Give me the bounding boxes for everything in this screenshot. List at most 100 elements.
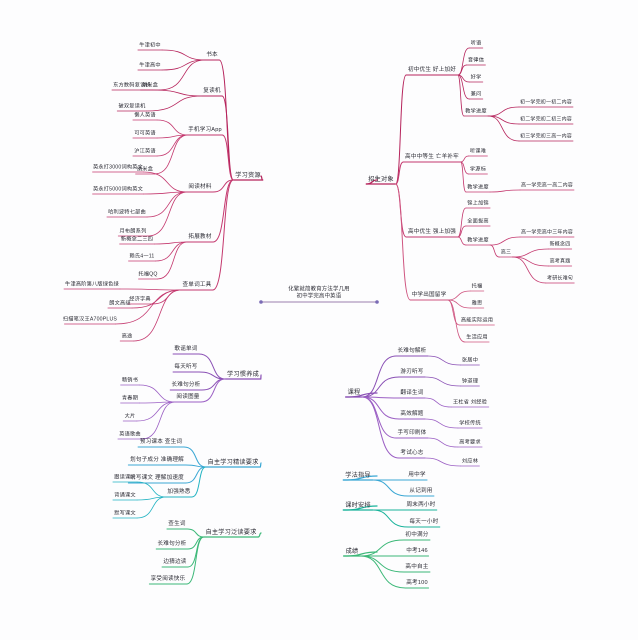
node-高考真题[interactable]: 高考真题 bbox=[549, 258, 571, 265]
node-好学[interactable]: 好学 bbox=[470, 74, 482, 81]
node-中考146[interactable]: 中考146 bbox=[406, 548, 428, 555]
node-纳米盒[interactable]: 纳米盒 bbox=[141, 82, 159, 89]
branch-xuefazhidao[interactable]: 学法指导 bbox=[345, 471, 371, 479]
node-从记到用[interactable]: 从记到用 bbox=[409, 488, 433, 495]
node-每天听写[interactable]: 每天听写 bbox=[174, 364, 198, 371]
node-听写课文 理解加速度[interactable]: 听写课文 理解加速度 bbox=[130, 475, 184, 482]
node-高中中等生 亡羊补牢[interactable]: 高中中等生 亡羊补牢 bbox=[405, 154, 459, 161]
node-哈利波特七部曲[interactable]: 哈利波特七部曲 bbox=[108, 209, 146, 216]
node-音律信[interactable]: 音律信 bbox=[467, 57, 485, 64]
node-托福[interactable]: 托福 bbox=[471, 283, 483, 290]
branch-xuexiziyuan[interactable]: 学习资源 bbox=[235, 171, 261, 179]
node-游刃听写[interactable]: 游刃听写 bbox=[400, 369, 424, 376]
node-畅销书[interactable]: 畅销书 bbox=[121, 377, 139, 384]
node-学源标[interactable]: 学源标 bbox=[469, 166, 487, 173]
node-高中自主[interactable]: 高中自主 bbox=[405, 564, 429, 571]
node-听语[interactable]: 听语 bbox=[470, 40, 482, 47]
node-手写印刷体[interactable]: 手写印刷体 bbox=[397, 430, 427, 437]
node-跟读课文[interactable]: 跟读课文 bbox=[114, 474, 136, 481]
node-加强熟悉[interactable]: 加强熟悉 bbox=[167, 489, 191, 496]
node-沪江英语[interactable]: 沪江英语 bbox=[134, 148, 156, 155]
node-边猜边读[interactable]: 边猜边读 bbox=[163, 559, 187, 566]
node-背诵课文[interactable]: 背诵课文 bbox=[114, 492, 136, 499]
node-学校传统[interactable]: 学校传统 bbox=[459, 420, 481, 427]
node-每天一小时[interactable]: 每天一小时 bbox=[409, 519, 439, 526]
node-新概念二三四[interactable]: 新概念二三四 bbox=[120, 236, 154, 243]
branch-chengji[interactable]: 成绩 bbox=[345, 547, 359, 555]
node-纳米盒[interactable]: 纳米盒 bbox=[136, 166, 154, 173]
node-教学进度[interactable]: 教学进度 bbox=[467, 237, 489, 244]
node-高考要求[interactable]: 高考要求 bbox=[459, 439, 481, 446]
node-预习课本 查生词[interactable]: 预习课本 查生词 bbox=[139, 439, 183, 446]
node-高一学完高一高二内容[interactable]: 高一学完高一高二内容 bbox=[520, 182, 574, 189]
node-查单词工具[interactable]: 查单词工具 bbox=[182, 282, 212, 289]
node-高一学完高中三年内容[interactable]: 高一学完高中三年内容 bbox=[520, 229, 574, 236]
node-张居中[interactable]: 张居中 bbox=[461, 357, 479, 364]
node-翻译生词[interactable]: 翻译生词 bbox=[400, 390, 424, 397]
node-雅思[interactable]: 雅思 bbox=[471, 300, 483, 307]
node-长难句解析[interactable]: 长难句解析 bbox=[397, 348, 427, 355]
branch-zizhuxuexi1[interactable]: 自主学习精读要求 bbox=[207, 458, 259, 466]
node-高三[interactable]: 高三 bbox=[500, 249, 512, 256]
node-高中优生 强上加强[interactable]: 高中优生 强上加强 bbox=[407, 229, 457, 236]
node-破双复读机[interactable]: 破双复读机 bbox=[118, 103, 146, 110]
node-中学出国留学[interactable]: 中学出国留学 bbox=[411, 292, 447, 299]
node-全面拔高[interactable]: 全面拔高 bbox=[467, 218, 489, 225]
node-王杜省 刘经验[interactable]: 王杜省 刘经验 bbox=[453, 399, 487, 406]
branch-zizhuxuexi2[interactable]: 自主学习泛读要求 bbox=[205, 528, 257, 536]
node-歌谣单词[interactable]: 歌谣单词 bbox=[174, 346, 198, 353]
node-懒人英语[interactable]: 懒人英语 bbox=[134, 112, 156, 119]
node-刘应林[interactable]: 刘应林 bbox=[461, 458, 479, 465]
node-新概念四[interactable]: 新概念四 bbox=[549, 241, 571, 248]
node-牛津初中[interactable]: 牛津初中 bbox=[139, 42, 161, 49]
node-复读机[interactable]: 复读机 bbox=[203, 88, 221, 95]
node-初三学完初三高一内容[interactable]: 初三学完初三高一内容 bbox=[519, 133, 573, 140]
node-教学进度[interactable]: 教学进度 bbox=[465, 108, 487, 115]
node-牛津高阶第八版绿色绿[interactable]: 牛津高阶第八版绿色绿 bbox=[65, 281, 119, 288]
node-周末两小时[interactable]: 周末两小时 bbox=[406, 502, 436, 509]
node-享受阅读快乐[interactable]: 享受阅读快乐 bbox=[150, 576, 186, 583]
node-月布朗系列[interactable]: 月布朗系列 bbox=[119, 228, 147, 235]
node-初中满分[interactable]: 初中满分 bbox=[405, 532, 429, 539]
node-长难句分析[interactable]: 长难句分析 bbox=[157, 541, 187, 548]
node-默写课文[interactable]: 默写课文 bbox=[114, 510, 136, 517]
node-用中学[interactable]: 用中学 bbox=[408, 472, 426, 479]
node-青春期[interactable]: 青春期 bbox=[121, 395, 139, 402]
node-英永打3000词构英[interactable]: 英永打3000词构英文 bbox=[92, 164, 144, 171]
node-托福QQ[interactable]: 托福QQ bbox=[138, 271, 158, 278]
node-查生词[interactable]: 查生词 bbox=[168, 521, 186, 528]
root-node[interactable]: 化繁就简教育方法学几用 初中学完高中英语 bbox=[288, 287, 350, 302]
node-长难句分析[interactable]: 长难句分析 bbox=[171, 382, 201, 389]
node-考试心志[interactable]: 考试心志 bbox=[400, 450, 424, 457]
node-初一学完初一初二内容[interactable]: 初一学完初一初二内容 bbox=[519, 99, 573, 106]
node-阅读图量[interactable]: 阅读图量 bbox=[176, 394, 200, 401]
node-高能实际运用[interactable]: 高能实际运用 bbox=[460, 317, 494, 324]
node-钟道理[interactable]: 钟道理 bbox=[461, 378, 479, 385]
node-经济字典[interactable]: 经济字典 bbox=[129, 296, 151, 303]
node-锦上加锦[interactable]: 锦上加锦 bbox=[467, 200, 489, 207]
node-兼问[interactable]: 兼问 bbox=[470, 91, 482, 98]
node-英永打5000词构英[interactable]: 英永打5000词构英文 bbox=[92, 186, 144, 193]
node-手机学习App[interactable]: 手机学习App bbox=[188, 127, 222, 134]
node-听课难[interactable]: 听课难 bbox=[469, 148, 487, 155]
node-教学进度[interactable]: 教学进度 bbox=[467, 184, 489, 191]
node-英语歌曲[interactable]: 英语歌曲 bbox=[119, 431, 141, 438]
node-朗文高级[interactable]: 朗文高级 bbox=[109, 300, 131, 307]
branch-keshianpai[interactable]: 课时安排 bbox=[345, 501, 371, 509]
node-可可英语[interactable]: 可可英语 bbox=[134, 130, 156, 137]
node-扫描笔汉王A700P[interactable]: 扫描笔汉王A700PLUS bbox=[62, 316, 118, 323]
node-生活应用[interactable]: 生活应用 bbox=[466, 334, 488, 341]
node-初中优生 好上加好[interactable]: 初中优生 好上加好 bbox=[407, 67, 457, 74]
node-拓展教材[interactable]: 拓展教材 bbox=[188, 234, 212, 241]
branch-xuexixiguan[interactable]: 学习惯养成 bbox=[227, 370, 259, 378]
node-划句子成分 准确理解[interactable]: 划句子成分 准确理解 bbox=[130, 457, 184, 464]
node-高效解题[interactable]: 高效解题 bbox=[400, 411, 424, 418]
node-阅读材料[interactable]: 阅读材料 bbox=[188, 184, 212, 191]
node-大片[interactable]: 大片 bbox=[124, 413, 136, 420]
branch-kecheng[interactable]: 课程 bbox=[347, 388, 361, 396]
node-考研长难句[interactable]: 考研长难句 bbox=[546, 275, 574, 282]
branch-zhaoshengduixiang[interactable]: 招生对象 bbox=[368, 175, 394, 183]
node-初二学完初二初三内容[interactable]: 初二学完初二初三内容 bbox=[519, 116, 573, 123]
node-赖氏4一11[interactable]: 赖氏4一11 bbox=[129, 253, 155, 260]
node-高途[interactable]: 高途 bbox=[121, 333, 133, 340]
